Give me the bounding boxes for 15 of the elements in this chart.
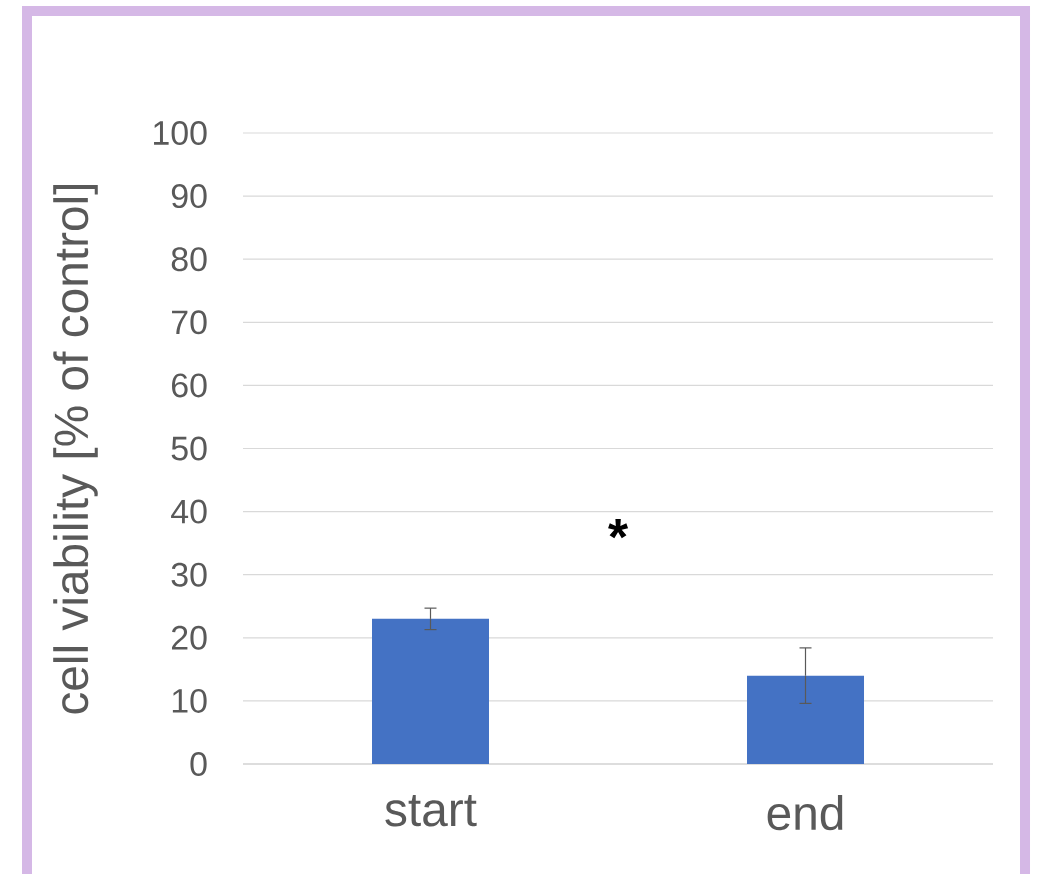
y-tick-label: 20 bbox=[172, 625, 207, 650]
y-tick-label: 50 bbox=[171, 436, 207, 461]
y-tick-label: 70 bbox=[172, 310, 207, 335]
x-tick-label: end bbox=[767, 795, 843, 831]
y-tick-label: 10 bbox=[172, 688, 207, 713]
y-tick-label: 60 bbox=[172, 373, 207, 398]
y-tick-label: 80 bbox=[171, 247, 207, 272]
y-tick-label: 100 bbox=[154, 121, 207, 145]
x-tick-label: start bbox=[385, 795, 477, 827]
y-axis-title: cell viability [% of control] bbox=[53, 184, 98, 714]
y-tick-label: 90 bbox=[171, 184, 207, 209]
y-tick-label: 0 bbox=[190, 752, 207, 776]
y-tick-label: 40 bbox=[171, 499, 207, 524]
annotation: * bbox=[608, 519, 629, 539]
y-tick-label: 30 bbox=[171, 562, 207, 587]
